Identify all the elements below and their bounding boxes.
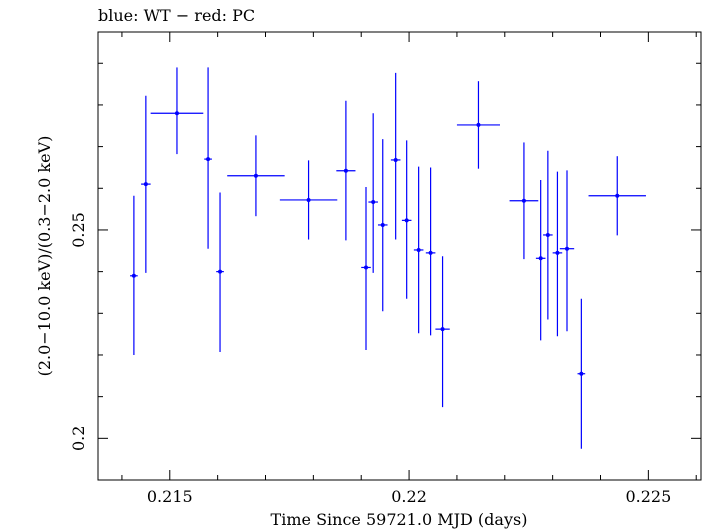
data-point [390, 72, 401, 240]
y-tick-label: 0.25 [69, 212, 88, 248]
y-tick-label: 0.2 [69, 426, 88, 451]
point-marker [615, 193, 620, 198]
data-marks [130, 67, 646, 449]
point-marker [555, 250, 560, 255]
point-marker [343, 168, 348, 173]
plot-frame [97, 31, 702, 481]
chart-title: blue: WT − red: PC [98, 6, 255, 25]
point-marker [545, 232, 550, 237]
x-tick-label: 0.22 [391, 487, 427, 506]
axis-tick-labels: 0.215 0.22 0.225 0.2 0.25 [69, 212, 671, 506]
data-point [368, 113, 378, 273]
point-marker [306, 197, 311, 202]
data-point [435, 256, 450, 408]
point-marker [393, 157, 398, 162]
point-marker [476, 122, 481, 127]
data-point [543, 150, 553, 320]
data-point [535, 179, 546, 341]
data-point [279, 160, 338, 240]
point-marker [521, 198, 526, 203]
point-marker [253, 173, 258, 178]
data-point [227, 135, 285, 217]
data-point [552, 171, 563, 337]
data-point [509, 142, 539, 260]
data-point [577, 298, 586, 449]
point-marker [206, 157, 211, 162]
y-axis-label: (2.0−10.0 keV)/(0.3−2.0 keV) [35, 136, 54, 377]
data-point [401, 140, 412, 299]
point-marker [131, 273, 136, 278]
point-marker [565, 246, 569, 251]
point-marker [380, 222, 385, 227]
x-tick-label: 0.215 [147, 487, 193, 506]
data-point [150, 67, 204, 155]
data-point [141, 95, 151, 273]
x-tick-label: 0.225 [625, 487, 671, 506]
point-marker [428, 250, 433, 255]
data-point [336, 100, 356, 241]
data-point [456, 81, 500, 169]
data-point [413, 166, 424, 334]
data-point [377, 139, 388, 312]
axis-ticks [98, 32, 701, 481]
point-marker [416, 247, 421, 252]
data-point [216, 192, 224, 353]
point-marker [143, 182, 148, 187]
x-axis-label: Time Since 59721.0 MJD (days) [271, 510, 528, 529]
point-marker [579, 371, 584, 376]
data-point [559, 170, 575, 332]
data-point [588, 156, 646, 236]
data-point [130, 195, 138, 355]
data-point [204, 67, 212, 249]
point-marker [371, 200, 376, 205]
point-marker [364, 265, 368, 270]
point-marker [218, 269, 223, 274]
point-marker [404, 218, 409, 223]
point-marker [174, 111, 179, 116]
data-point [425, 167, 436, 336]
point-marker [440, 327, 445, 332]
data-point [361, 187, 371, 350]
point-marker [538, 256, 543, 261]
